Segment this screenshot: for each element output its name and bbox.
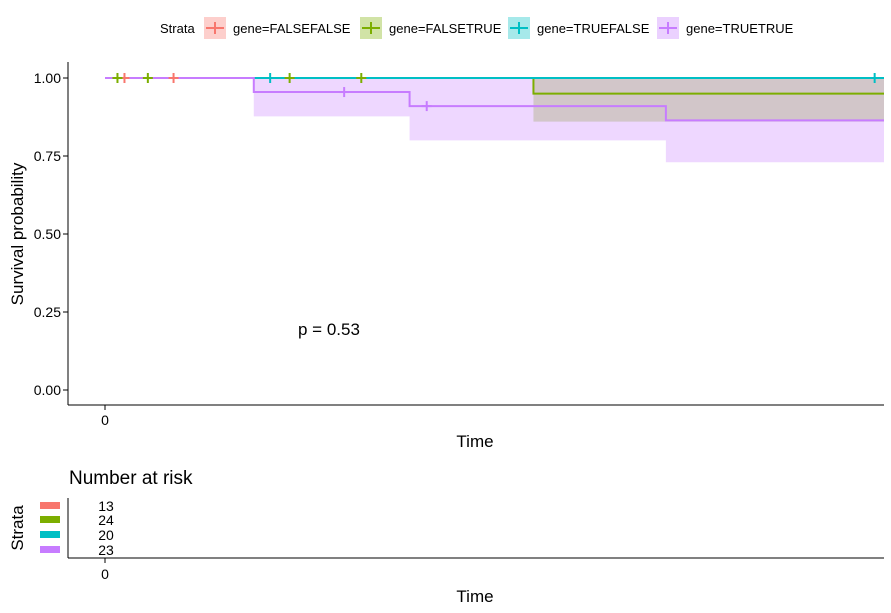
confidence-bands [253,78,884,163]
legend-label: gene=FALSEFALSE [233,21,351,36]
x-axis-title: Time [456,432,493,451]
risk-count: 23 [98,542,114,558]
y-tick-label: 1.00 [34,70,61,86]
legend-item: gene=FALSEFALSE [204,17,351,39]
censor-mark [284,73,295,83]
legend-entries: gene=FALSEFALSE gene=FALSETRUE gene=TRUEFA… [204,17,794,39]
ci-band [533,78,884,122]
p-value-annotation: p = 0.53 [298,320,360,339]
risk-count: 20 [98,527,114,543]
censor-mark [142,73,153,83]
legend-item: gene=FALSETRUE [360,17,502,39]
legend-title: Strata [160,21,195,36]
risk-x-tick-label: 0 [101,566,109,582]
legend-item: gene=TRUETRUE [657,17,794,39]
x-tick-label: 0 [101,412,109,428]
risk-table-title: Number at risk [69,468,193,489]
risk-count: 24 [98,512,114,528]
legend-label: gene=FALSETRUE [389,21,502,36]
censor-mark [339,87,350,98]
risk-x-axis-title: Time [456,587,493,606]
censor-mark [869,73,880,83]
survival-curve [105,77,884,122]
risk-strata-key [40,531,60,538]
survival-curves [105,77,884,122]
censor-marks [112,73,880,112]
y-tick-label: 0.00 [34,382,61,398]
censor-mark [265,73,276,83]
risk-strata-key [40,502,60,509]
censor-mark [168,73,179,83]
y-axis-title: Survival probability [8,162,27,305]
risk-strata-key [40,546,60,553]
legend-item: gene=TRUEFALSE [508,17,650,39]
y-tick-label: 0.75 [34,148,61,164]
legend: Strata gene=FALSEFALSE gene=FALSETRUE gene… [160,17,794,39]
censor-mark [356,73,367,83]
risk-strata-key [40,516,60,523]
y-axis-ticks: 1.00 0.75 0.50 0.25 0.00 [34,70,68,398]
censor-mark [112,73,123,83]
y-tick-label: 0.25 [34,304,61,320]
legend-label: gene=TRUEFALSE [537,21,650,36]
risk-y-axis-title: Strata [8,505,27,551]
km-plot: 1.00 0.75 0.50 0.25 0.00 0 Time Survival pro… [8,62,884,451]
legend-label: gene=TRUETRUE [686,21,794,36]
ci-band [253,78,884,163]
censor-mark [421,101,432,112]
y-tick-label: 0.50 [34,226,61,242]
risk-count: 13 [98,498,114,514]
